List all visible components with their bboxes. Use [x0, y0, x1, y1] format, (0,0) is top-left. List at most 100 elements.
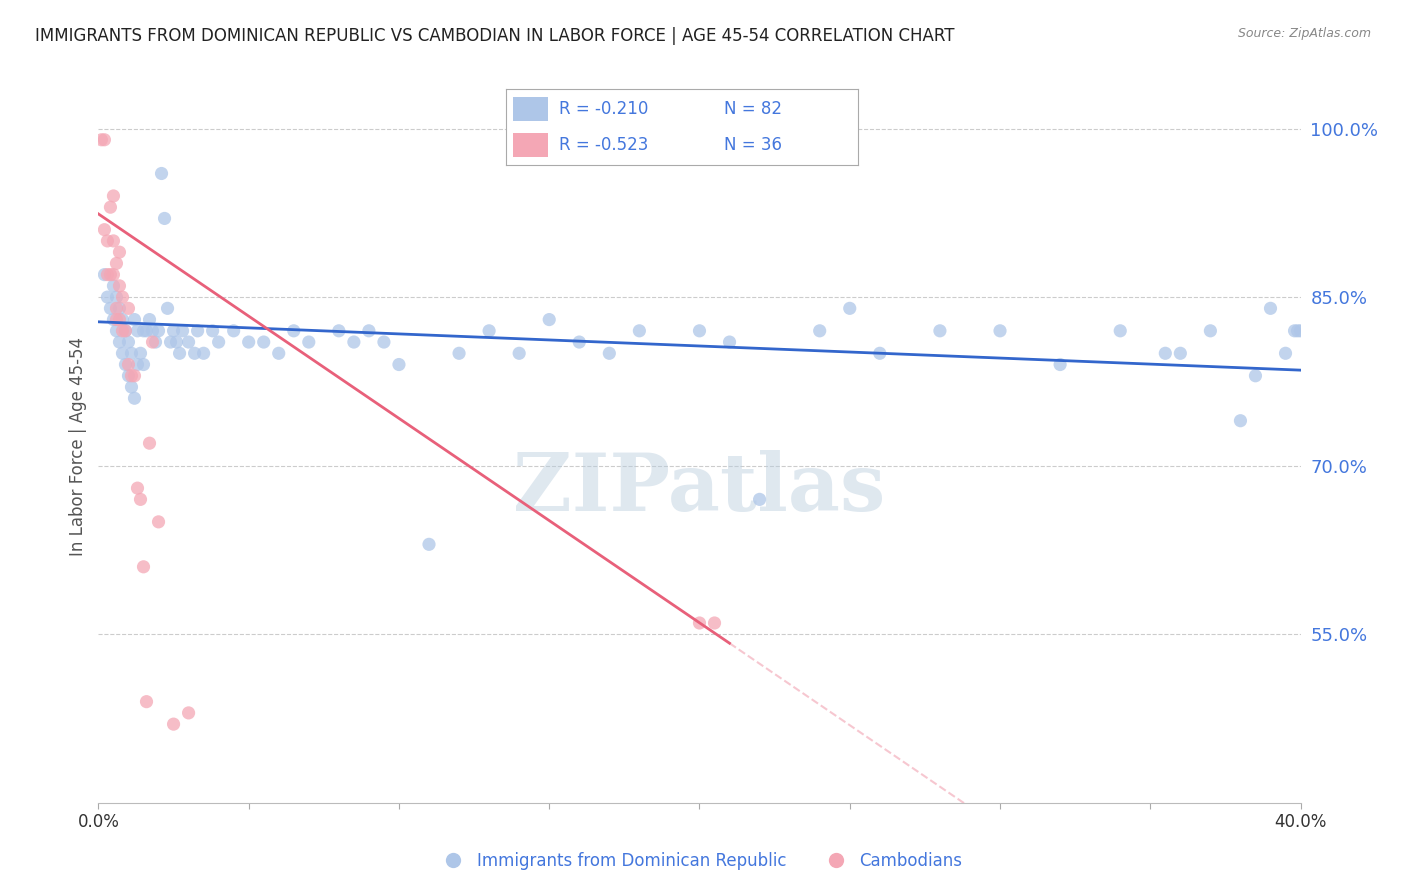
Point — [1109, 324, 1132, 338]
Point — [568, 334, 591, 349]
Text: N = 82: N = 82 — [724, 100, 782, 118]
Point — [121, 380, 143, 394]
Point — [96, 234, 118, 248]
Point — [129, 346, 152, 360]
Point — [124, 368, 146, 383]
Point — [201, 324, 224, 338]
Point — [111, 324, 134, 338]
Point — [689, 324, 711, 338]
Point — [177, 334, 200, 349]
Point — [1260, 301, 1282, 316]
Point — [117, 368, 139, 383]
Point — [689, 615, 711, 630]
Point — [100, 200, 122, 214]
Point — [1244, 368, 1267, 383]
Point — [132, 358, 155, 372]
Point — [108, 245, 131, 260]
Point — [748, 492, 770, 507]
Point — [1170, 346, 1192, 360]
Point — [150, 166, 173, 180]
Point — [148, 324, 170, 338]
Point — [127, 324, 149, 338]
Point — [298, 334, 321, 349]
Point — [1229, 414, 1251, 428]
Point — [117, 358, 139, 372]
Point — [929, 324, 952, 338]
Point — [388, 358, 411, 372]
Point — [105, 290, 128, 304]
Point — [93, 133, 115, 147]
Point — [598, 346, 620, 360]
Point — [111, 312, 134, 326]
Point — [138, 312, 160, 326]
Point — [135, 695, 157, 709]
Point — [96, 290, 118, 304]
Point — [141, 324, 163, 338]
Point — [105, 256, 128, 270]
Point — [357, 324, 380, 338]
Point — [538, 312, 561, 326]
Point — [187, 324, 209, 338]
Point — [447, 346, 470, 360]
Point — [132, 324, 155, 338]
Point — [838, 301, 860, 316]
Point — [1154, 346, 1177, 360]
Point — [267, 346, 290, 360]
Point — [105, 324, 128, 338]
Point — [628, 324, 651, 338]
Point — [153, 211, 176, 226]
Point — [93, 268, 115, 282]
Point — [105, 301, 128, 316]
Point — [343, 334, 366, 349]
Point — [1286, 324, 1309, 338]
Point — [103, 278, 125, 293]
Point — [1049, 358, 1071, 372]
Point — [162, 324, 184, 338]
Point — [117, 334, 139, 349]
Point — [156, 301, 179, 316]
Point — [124, 312, 146, 326]
Point — [100, 301, 122, 316]
Point — [108, 334, 131, 349]
Point — [108, 278, 131, 293]
Point — [703, 615, 725, 630]
Point — [121, 346, 143, 360]
Point — [114, 324, 136, 338]
Point — [111, 290, 134, 304]
Text: Source: ZipAtlas.com: Source: ZipAtlas.com — [1237, 27, 1371, 40]
Point — [283, 324, 305, 338]
Point — [418, 537, 440, 551]
Text: R = -0.210: R = -0.210 — [560, 100, 648, 118]
Point — [148, 515, 170, 529]
Point — [100, 268, 122, 282]
Bar — [513, 133, 548, 158]
Point — [108, 312, 131, 326]
Point — [127, 481, 149, 495]
Point — [141, 334, 163, 349]
Y-axis label: In Labor Force | Age 45-54: In Labor Force | Age 45-54 — [69, 336, 87, 556]
Point — [108, 301, 131, 316]
Point — [169, 346, 191, 360]
Point — [138, 436, 160, 450]
Text: ZIPatlas: ZIPatlas — [513, 450, 886, 528]
Bar — [513, 97, 548, 121]
Point — [328, 324, 350, 338]
Point — [124, 391, 146, 405]
Point — [193, 346, 215, 360]
Point — [988, 324, 1011, 338]
Point — [103, 268, 125, 282]
Point — [159, 334, 181, 349]
Point — [253, 334, 276, 349]
Point — [93, 222, 115, 236]
Point — [238, 334, 260, 349]
Point — [96, 268, 118, 282]
Point — [1289, 324, 1312, 338]
Point — [1199, 324, 1222, 338]
Legend: Immigrants from Dominican Republic, Cambodians: Immigrants from Dominican Republic, Camb… — [430, 846, 969, 877]
Point — [121, 368, 143, 383]
Point — [114, 358, 136, 372]
Point — [177, 706, 200, 720]
Point — [129, 492, 152, 507]
Point — [222, 324, 245, 338]
Point — [166, 334, 188, 349]
